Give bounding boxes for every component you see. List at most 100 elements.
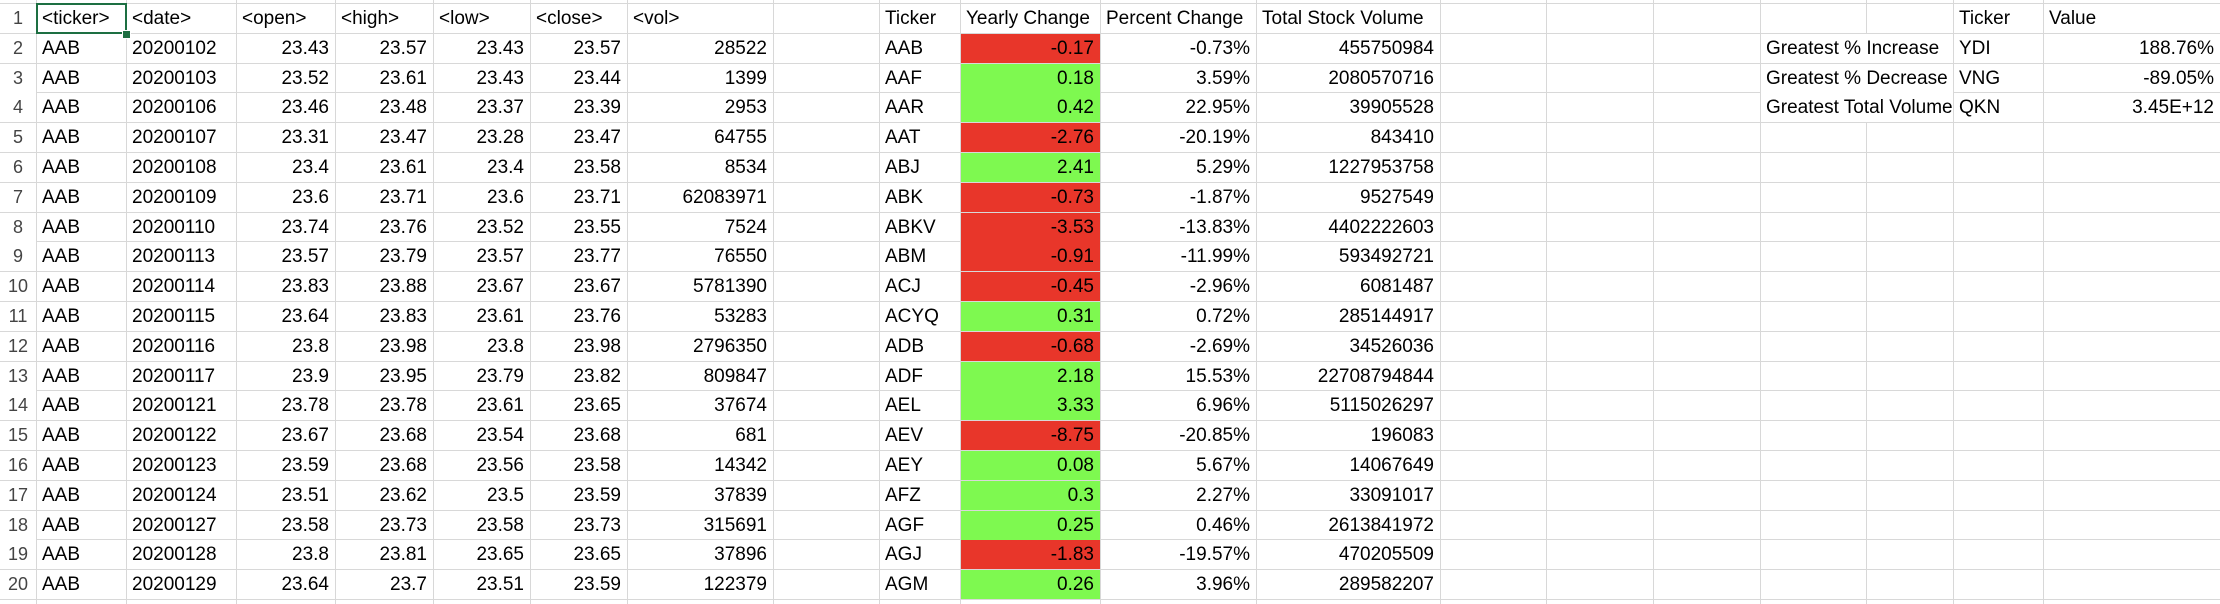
raw-data-cell[interactable]: 23.61 xyxy=(379,67,427,89)
raw-data-cell[interactable]: 23.59 xyxy=(281,455,329,476)
raw-data-cell[interactable]: 23.98 xyxy=(379,335,427,357)
row-number[interactable]: 17 xyxy=(0,480,36,510)
raw-data-cell[interactable]: 23.62 xyxy=(379,484,427,506)
raw-data-cell[interactable]: 23.31 xyxy=(281,127,329,149)
raw-data-cell[interactable]: 23.8 xyxy=(487,335,524,357)
raw-data-cell[interactable]: 23.61 xyxy=(379,157,427,178)
greatest-ticker-cell[interactable]: QKN xyxy=(1959,97,2001,119)
summary-data-cell[interactable]: ADB xyxy=(885,335,925,357)
raw-data-cell[interactable]: 20200109 xyxy=(132,186,217,208)
summary-data-cell[interactable]: ACYQ xyxy=(885,306,939,327)
raw-data-cell[interactable]: 23.52 xyxy=(476,216,524,238)
yearly-change-cell[interactable]: -8.75 xyxy=(961,421,1100,451)
summary-data-cell[interactable]: -0.73% xyxy=(1189,37,1250,59)
raw-data-cell[interactable]: 20200116 xyxy=(132,335,216,357)
raw-data-cell[interactable]: 23.68 xyxy=(379,455,427,476)
row-number[interactable]: 12 xyxy=(0,331,36,361)
summary-data-cell[interactable]: 0.72% xyxy=(1196,306,1250,327)
raw-data-cell[interactable]: 20200114 xyxy=(132,276,216,298)
raw-data-cell[interactable]: 23.55 xyxy=(573,216,621,238)
row-number[interactable]: 19 xyxy=(0,540,36,570)
raw-data-cell[interactable]: 2796350 xyxy=(693,335,767,357)
raw-data-cell[interactable]: 23.71 xyxy=(379,186,427,208)
raw-data-cell[interactable]: 64755 xyxy=(714,127,767,149)
summary-data-cell[interactable]: AGM xyxy=(885,574,929,596)
raw-data-cell[interactable]: 23.98 xyxy=(573,335,621,357)
raw-data-cell[interactable]: 23.7 xyxy=(390,574,427,596)
raw-data-cell[interactable]: 23.88 xyxy=(379,276,427,298)
summary-data-cell[interactable]: 2.27% xyxy=(1196,484,1250,506)
raw-data-cell[interactable]: 23.64 xyxy=(281,306,329,327)
raw-data-cell[interactable]: 23.39 xyxy=(573,97,621,119)
yearly-change-cell[interactable]: 3.33 xyxy=(961,391,1100,421)
raw-header-cell[interactable]: <date> xyxy=(132,8,192,29)
row-number[interactable]: 6 xyxy=(0,153,36,182)
yearly-change-cell[interactable]: -0.68 xyxy=(961,331,1100,361)
raw-data-cell[interactable]: 122379 xyxy=(703,574,767,596)
raw-data-cell[interactable]: AAB xyxy=(42,186,81,208)
raw-data-cell[interactable]: 23.54 xyxy=(476,425,524,447)
raw-data-cell[interactable]: 23.81 xyxy=(379,544,427,566)
raw-data-cell[interactable]: 20200110 xyxy=(132,216,216,238)
yearly-change-cell[interactable]: 2.41 xyxy=(961,153,1100,182)
raw-data-cell[interactable]: 20200107 xyxy=(132,127,217,149)
raw-data-cell[interactable]: 23.64 xyxy=(281,574,329,596)
greatest-value-cell[interactable]: 188.76% xyxy=(2138,37,2214,59)
summary-data-cell[interactable]: AAB xyxy=(885,37,924,59)
raw-data-cell[interactable]: 23.74 xyxy=(281,216,329,238)
yearly-change-cell[interactable]: -0.17 xyxy=(961,33,1100,63)
raw-data-cell[interactable]: 20200102 xyxy=(132,37,217,59)
raw-data-cell[interactable]: AAB xyxy=(42,216,81,238)
raw-data-cell[interactable]: 20200129 xyxy=(132,574,217,596)
raw-data-cell[interactable]: 20200103 xyxy=(132,67,217,89)
raw-data-cell[interactable]: AAB xyxy=(42,276,81,298)
greatest-value-cell[interactable]: -89.05% xyxy=(2143,67,2214,89)
summary-data-cell[interactable]: 470205509 xyxy=(1338,544,1434,566)
greatest-label-cell[interactable]: Greatest % Decrease xyxy=(1761,63,1953,93)
raw-data-cell[interactable]: AAB xyxy=(42,544,81,566)
summary-data-cell[interactable]: 5.67% xyxy=(1196,455,1250,476)
raw-data-cell[interactable]: 23.65 xyxy=(573,395,621,417)
raw-data-cell[interactable]: 23.58 xyxy=(476,514,524,536)
summary-data-cell[interactable]: AGJ xyxy=(885,544,922,566)
yearly-change-cell[interactable]: 0.42 xyxy=(961,93,1100,123)
summary-data-cell[interactable]: AAR xyxy=(885,97,925,119)
yearly-change-cell[interactable]: 2.18 xyxy=(961,361,1100,391)
raw-data-cell[interactable]: 23.65 xyxy=(573,544,621,566)
raw-data-cell[interactable]: AAB xyxy=(42,246,81,268)
raw-data-cell[interactable]: 53283 xyxy=(714,306,767,327)
raw-data-cell[interactable]: 23.6 xyxy=(292,186,329,208)
row-number[interactable]: 20 xyxy=(0,570,36,600)
raw-data-cell[interactable]: 23.83 xyxy=(379,306,427,327)
summary-data-cell[interactable]: AEL xyxy=(885,395,921,417)
raw-data-cell[interactable]: 23.73 xyxy=(379,514,427,536)
raw-data-cell[interactable]: 20200121 xyxy=(132,395,217,417)
summary-data-cell[interactable]: -2.96% xyxy=(1189,276,1250,298)
raw-data-cell[interactable]: 23.65 xyxy=(476,544,524,566)
summary-header-cell[interactable]: Percent Change xyxy=(1106,8,1244,29)
summary-data-cell[interactable]: 9527549 xyxy=(1360,186,1434,208)
raw-data-cell[interactable]: 23.73 xyxy=(573,514,621,536)
raw-data-cell[interactable]: 20200106 xyxy=(132,97,217,119)
raw-header-cell[interactable]: <close> xyxy=(536,8,603,29)
summary-data-cell[interactable]: 3.96% xyxy=(1196,574,1250,596)
raw-header-cell[interactable]: <high> xyxy=(341,8,400,29)
summary-data-cell[interactable]: 14067649 xyxy=(1349,455,1434,476)
greatest-ticker-cell[interactable]: VNG xyxy=(1959,67,2001,89)
summary-data-cell[interactable]: 3.59% xyxy=(1196,67,1250,89)
summary-header-cell[interactable]: Total Stock Volume xyxy=(1262,8,1424,29)
greatest-header-cell[interactable]: Ticker xyxy=(1959,8,2011,29)
yearly-change-cell[interactable]: 0.25 xyxy=(961,510,1100,540)
summary-data-cell[interactable]: 593492721 xyxy=(1338,246,1434,268)
raw-data-cell[interactable]: 1399 xyxy=(724,67,767,89)
summary-data-cell[interactable]: -1.87% xyxy=(1189,186,1250,208)
raw-data-cell[interactable]: 23.95 xyxy=(379,365,427,387)
raw-data-cell[interactable]: 20200122 xyxy=(132,425,217,447)
row-number[interactable]: 16 xyxy=(0,451,36,480)
active-cell-selection[interactable] xyxy=(36,3,127,34)
raw-data-cell[interactable]: AAB xyxy=(42,97,81,119)
row-number[interactable]: 14 xyxy=(0,391,36,421)
raw-data-cell[interactable]: 23.59 xyxy=(573,574,621,596)
summary-data-cell[interactable]: ACJ xyxy=(885,276,921,298)
raw-data-cell[interactable]: 7524 xyxy=(724,216,767,238)
